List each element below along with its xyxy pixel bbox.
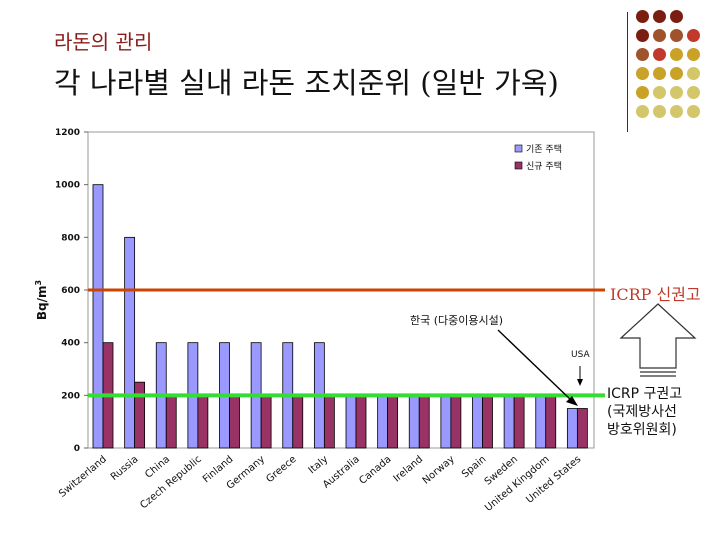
icrp-old-line-2: (국제방사선 bbox=[607, 404, 677, 420]
icrp-new-label: ICRP 신권고 bbox=[610, 285, 701, 304]
decor-dot bbox=[653, 86, 666, 99]
bar-new-norway bbox=[450, 394, 462, 449]
decor-dot bbox=[670, 29, 683, 42]
x-tick-label: Russia bbox=[109, 454, 141, 483]
decor-dot bbox=[636, 10, 649, 23]
decor-dot bbox=[653, 29, 666, 42]
bar-new-spain bbox=[482, 394, 493, 449]
x-tick-label: Greece bbox=[264, 454, 298, 485]
decor-dot bbox=[636, 48, 649, 61]
bar-existing-norway bbox=[440, 394, 452, 449]
x-tick-label: Ireland bbox=[392, 454, 426, 485]
bar-existing-russia bbox=[124, 236, 136, 449]
y-tick-label: 0 bbox=[74, 444, 80, 454]
usa-label: USA bbox=[571, 350, 590, 360]
decor-dot bbox=[636, 105, 649, 118]
decor-dot bbox=[687, 67, 700, 80]
y-tick-label: 1200 bbox=[55, 128, 80, 138]
bar-new-germany bbox=[260, 394, 272, 449]
bar-new-china bbox=[165, 394, 177, 449]
korea-arrow bbox=[497, 329, 573, 402]
bar-new-russia bbox=[134, 381, 146, 449]
x-tick-label: Norway bbox=[421, 454, 457, 487]
bar-new-ireland bbox=[418, 394, 430, 449]
bar-existing-spain bbox=[472, 394, 483, 449]
x-tick-label: Spain bbox=[460, 454, 488, 480]
y-tick-label: 600 bbox=[61, 286, 80, 296]
bar-new-czech-republic bbox=[197, 394, 209, 449]
decor-dot bbox=[636, 67, 649, 80]
icrp-old-line-1: ICRP 구권고 bbox=[607, 386, 683, 402]
y-tick-label: 1000 bbox=[55, 181, 80, 191]
y-tick-label: 400 bbox=[61, 339, 80, 349]
x-tick-label: United States bbox=[524, 454, 583, 506]
decor-dot bbox=[670, 10, 683, 23]
bar-existing-united-kingdom bbox=[535, 394, 547, 449]
x-tick-label: Switzerland bbox=[57, 454, 109, 500]
decor-dot bbox=[670, 48, 683, 61]
bar-existing-sweden bbox=[503, 394, 515, 449]
bar-existing-australia bbox=[345, 394, 357, 449]
y-axis-label: Bq/m3 bbox=[34, 280, 49, 320]
bar-existing-switzerland bbox=[92, 184, 104, 449]
decor-dot bbox=[636, 86, 649, 99]
up-arrow-icon bbox=[619, 303, 697, 369]
decor-dot bbox=[670, 105, 683, 118]
decor-dot bbox=[670, 86, 683, 99]
bar-existing-united-states bbox=[566, 408, 578, 449]
decor-dot bbox=[687, 86, 700, 99]
decor-dot bbox=[687, 29, 700, 42]
y-tick-label: 800 bbox=[61, 233, 80, 243]
decor-dot bbox=[670, 67, 683, 80]
slide-title: 각 나라별 실내 라돈 조치준위 (일반 가옥) bbox=[54, 66, 559, 100]
x-tick-label: China bbox=[143, 454, 172, 481]
slide-subtitle: 라돈의 관리 bbox=[54, 30, 153, 54]
bar-new-sweden bbox=[513, 394, 525, 449]
y-tick-label: 200 bbox=[61, 391, 80, 401]
bar-existing-ireland bbox=[408, 394, 420, 449]
decor-dot bbox=[687, 48, 700, 61]
x-tick-label: Canada bbox=[357, 454, 393, 487]
bar-existing-canada bbox=[377, 394, 389, 449]
korea-label: 한국 (다중이용시설) bbox=[410, 314, 504, 327]
bar-new-united-kingdom bbox=[545, 394, 557, 449]
korea-arrow-head bbox=[566, 396, 578, 406]
usa-arrow-head bbox=[577, 379, 583, 386]
bar-new-australia bbox=[355, 394, 367, 449]
legend-label-new: 신규 주택 bbox=[526, 161, 562, 172]
legend-swatch-existing bbox=[514, 144, 523, 153]
x-tick-label: Italy bbox=[307, 454, 331, 476]
icrp-old-line-3: 방호위원회) bbox=[607, 422, 677, 438]
bar-new-united-states bbox=[576, 408, 588, 449]
decor-divider bbox=[627, 12, 628, 132]
bar-new-finland bbox=[229, 394, 240, 449]
legend-swatch-new bbox=[514, 161, 523, 170]
decor-dot bbox=[653, 67, 666, 80]
decor-dot bbox=[653, 48, 666, 61]
bar-new-italy bbox=[323, 394, 335, 449]
bar-new-canada bbox=[387, 394, 399, 449]
decor-dot bbox=[636, 29, 649, 42]
bar-new-greece bbox=[292, 394, 304, 449]
decor-dot bbox=[687, 105, 700, 118]
decor-dot bbox=[653, 10, 666, 23]
decor-dot bbox=[653, 105, 666, 118]
legend-label-existing: 기존 주택 bbox=[526, 144, 562, 155]
icrp-old-label: ICRP 구권고 (국제방사선 방호위원회) bbox=[607, 385, 682, 439]
